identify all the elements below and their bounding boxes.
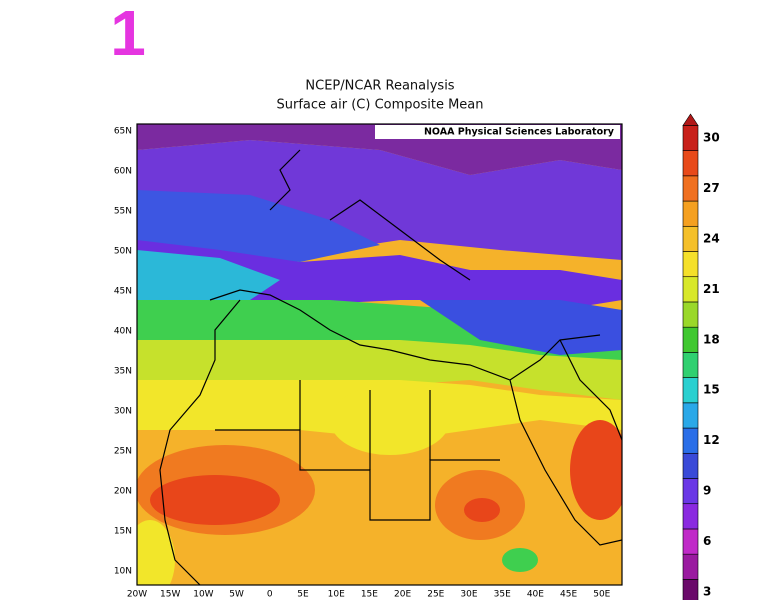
lat-label: 15N xyxy=(114,527,132,537)
lat-label: 20N xyxy=(114,487,132,497)
colorbar-swatch xyxy=(682,251,699,278)
colorbar-swatch xyxy=(682,200,699,227)
colorbar-swatch xyxy=(682,503,699,530)
map-field xyxy=(137,124,622,585)
lat-label: 55N xyxy=(114,207,132,217)
colorbar-swatch xyxy=(682,175,699,202)
lat-label: 60N xyxy=(114,167,132,177)
map-frame xyxy=(136,123,623,586)
colorbar-arrow xyxy=(682,113,699,126)
colorbar-label: 3 xyxy=(703,585,711,599)
lon-label: 10W xyxy=(193,590,213,600)
map-title: NCEP/NCAR Reanalysis xyxy=(305,79,454,94)
lon-label: 20E xyxy=(394,590,411,600)
lat-label: 30N xyxy=(114,407,132,417)
colorbar-label: 18 xyxy=(703,332,720,346)
colorbar-label: 27 xyxy=(703,181,720,195)
colorbar-swatch xyxy=(682,452,699,479)
colorbar-swatch xyxy=(682,352,699,378)
colorbar-swatch xyxy=(682,125,699,151)
lat-label: 25N xyxy=(114,447,132,457)
colorbar-swatch xyxy=(682,150,699,177)
colorbar-label: 15 xyxy=(703,383,720,397)
colorbar-swatch xyxy=(682,301,699,328)
colorbar-swatch xyxy=(682,377,699,404)
colorbar-label: 30 xyxy=(703,131,720,145)
lon-label: 50E xyxy=(593,590,610,600)
lat-label: 45N xyxy=(114,287,132,297)
credit: NOAA Physical Sciences Laboratory xyxy=(424,127,615,138)
badge: 1 xyxy=(110,0,146,69)
colorbar-swatch xyxy=(682,326,699,353)
colorbar-label: 9 xyxy=(703,484,711,498)
lon-label: 10E xyxy=(328,590,345,600)
colorbar-swatch xyxy=(682,553,699,580)
colorbar-swatch xyxy=(682,528,699,555)
map-subtitle: Surface air (C) Composite Mean xyxy=(277,98,484,113)
lon-label: 15W xyxy=(160,590,180,600)
colorbar-label: 24 xyxy=(703,231,720,245)
lon-label: 35E xyxy=(494,590,511,600)
lon-label: 30E xyxy=(460,590,477,600)
colorbar-swatch xyxy=(682,276,699,303)
colorbar-swatch xyxy=(682,478,699,505)
colorbar-label: 21 xyxy=(703,282,720,296)
lat-label: 40N xyxy=(114,327,132,337)
colorbar-swatch xyxy=(682,579,699,600)
lon-label: 40E xyxy=(527,590,544,600)
lat-label: 50N xyxy=(114,247,132,257)
lat-label: 65N xyxy=(114,127,132,137)
colorbar-swatch xyxy=(682,402,699,429)
lat-label: 35N xyxy=(114,367,132,377)
lon-label: 0 xyxy=(267,590,273,600)
lat-label: 10N xyxy=(114,567,132,577)
lon-label: 25E xyxy=(427,590,444,600)
colorbar-swatch xyxy=(682,225,699,252)
lon-label: 5E xyxy=(297,590,309,600)
colorbar-swatch xyxy=(682,427,699,454)
lon-label: 20W xyxy=(127,590,147,600)
colorbar-label: 12 xyxy=(703,433,720,447)
lon-label: 15E xyxy=(361,590,378,600)
colorbar-label: 6 xyxy=(703,534,711,548)
credit-box xyxy=(375,125,620,139)
lon-label: 45E xyxy=(560,590,577,600)
lon-label: 5W xyxy=(229,590,244,600)
